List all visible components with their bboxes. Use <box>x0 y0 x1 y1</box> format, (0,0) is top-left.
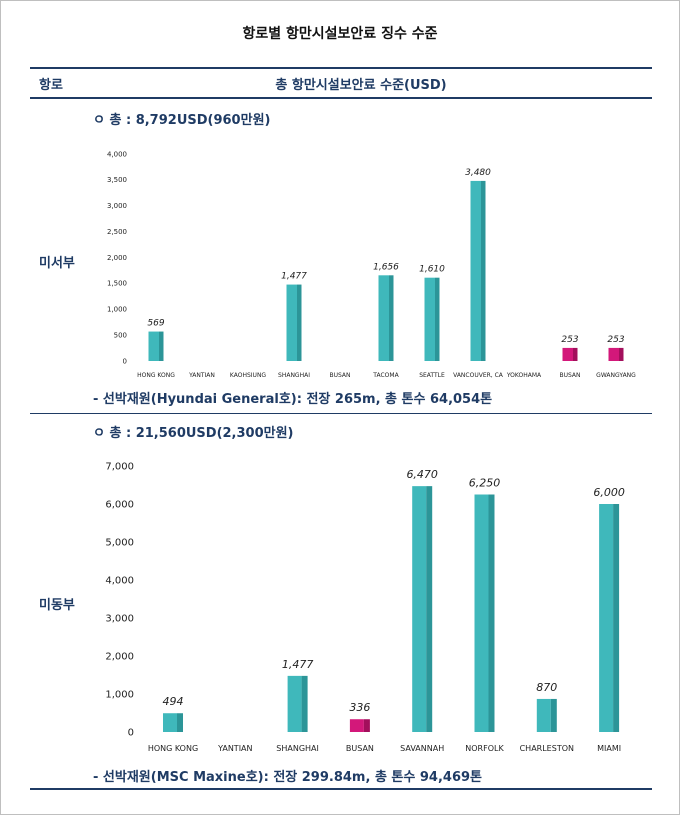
east-data-label: 494 <box>163 695 184 708</box>
west-ytick-label: 0 <box>123 357 127 365</box>
footer-rule <box>30 788 652 790</box>
west-ytick-label: 2,000 <box>107 254 127 262</box>
header-top-rule <box>30 67 652 69</box>
west-region-label: 미서부 <box>39 256 75 271</box>
section-divider <box>30 413 652 414</box>
east-bar <box>599 504 620 732</box>
west-category-label: SEATTLE <box>419 372 445 379</box>
west-category-label: YANTIAN <box>188 372 215 379</box>
east-bar <box>349 719 370 732</box>
fee-column-header: 총 항만시설보안료 수준(USD) <box>275 78 447 93</box>
east-ship-spec: - 선박재원(MSC Maxine호): 전장 299.84m, 총 톤수 94… <box>93 770 482 785</box>
west-data-label: 253 <box>561 335 578 345</box>
west-category-label: HONG KONG <box>137 372 175 379</box>
east-region-label: 미동부 <box>39 598 75 613</box>
west-data-label: 1,656 <box>373 262 399 272</box>
west-category-label: GWANGYANG <box>596 372 636 379</box>
east-data-label: 336 <box>349 701 370 714</box>
east-ytick-label: 7,000 <box>105 461 134 472</box>
east-category-label: BUSAN <box>346 744 374 753</box>
west-total: ㅇ 총 : 8,792USD(960만원) <box>93 113 271 128</box>
east-category-label: MIAMI <box>597 744 621 753</box>
west-data-label: 569 <box>147 319 164 329</box>
east-ytick-label: 5,000 <box>105 537 134 548</box>
east-category-label: SAVANNAH <box>400 744 444 753</box>
east-bar <box>536 698 557 732</box>
west-ytick-label: 1,000 <box>107 306 127 314</box>
east-category-label: SHANGHAI <box>276 744 319 753</box>
east-data-label: 1,477 <box>282 658 314 671</box>
east-data-label: 6,000 <box>593 486 625 499</box>
west-ytick-label: 3,000 <box>107 202 127 210</box>
west-category-label: SHANGHAI <box>278 372 310 379</box>
east-data-label: 6,250 <box>469 477 501 490</box>
west-data-label: 3,480 <box>465 168 491 178</box>
west-category-label: BUSAN <box>329 372 350 379</box>
east-bar-chart: 0 1,000 2,000 3,000 4,000 5,000 6,000 7,000 494 H… <box>105 461 625 753</box>
west-bar-chart: 0 500 1,000 1,500 2,000 2,500 3,000 3,500 4,000 5… <box>107 150 636 379</box>
route-column-header: 항로 <box>39 78 63 93</box>
east-ytick-label: 2,000 <box>105 651 134 662</box>
header-bottom-rule <box>30 97 652 99</box>
west-bar <box>424 277 440 361</box>
east-category-label: NORFOLK <box>465 744 504 753</box>
west-category-label: KAOHSIUNG <box>230 372 267 379</box>
east-bar <box>287 675 308 732</box>
east-category-label: HONG KONG <box>148 744 198 753</box>
west-data-label: 1,477 <box>281 272 307 282</box>
east-data-label: 870 <box>536 681 557 694</box>
west-bar <box>148 331 164 361</box>
west-ship-spec: - 선박재원(Hyundai General호): 전장 265m, 총 톤수 … <box>93 392 493 407</box>
east-bar <box>412 486 433 732</box>
west-bar <box>608 347 624 361</box>
west-category-label: VANCOUVER, CA <box>453 372 504 379</box>
east-data-label: 6,470 <box>406 468 438 481</box>
east-bar <box>474 494 495 732</box>
east-ytick-label: 0 <box>128 727 134 738</box>
west-bar <box>378 275 394 361</box>
west-category-label: YOKOHAMA <box>506 372 542 379</box>
west-bar <box>470 180 486 361</box>
west-data-label: 1,610 <box>419 265 445 275</box>
west-ytick-label: 4,000 <box>107 150 127 158</box>
east-ytick-label: 1,000 <box>105 689 134 700</box>
west-bar <box>562 347 578 361</box>
east-ytick-label: 4,000 <box>105 575 134 586</box>
east-total: ㅇ 총 : 21,560USD(2,300만원) <box>93 426 294 441</box>
page-title: 항로별 항만시설보안료 징수 수준 <box>242 26 438 42</box>
east-category-label: YANTIAN <box>217 744 252 753</box>
east-category-label: CHARLESTON <box>520 744 574 753</box>
east-bar <box>163 713 183 732</box>
west-bar <box>286 284 302 361</box>
west-ytick-label: 2,500 <box>107 228 127 236</box>
east-ytick-label: 6,000 <box>105 499 134 510</box>
west-data-label: 253 <box>607 335 624 345</box>
west-ytick-label: 3,500 <box>107 176 127 184</box>
east-ytick-label: 3,000 <box>105 613 134 624</box>
west-ytick-label: 500 <box>114 331 127 339</box>
west-category-label: BUSAN <box>559 372 580 379</box>
west-category-label: TACOMA <box>372 372 399 379</box>
west-ytick-label: 1,500 <box>107 280 127 288</box>
